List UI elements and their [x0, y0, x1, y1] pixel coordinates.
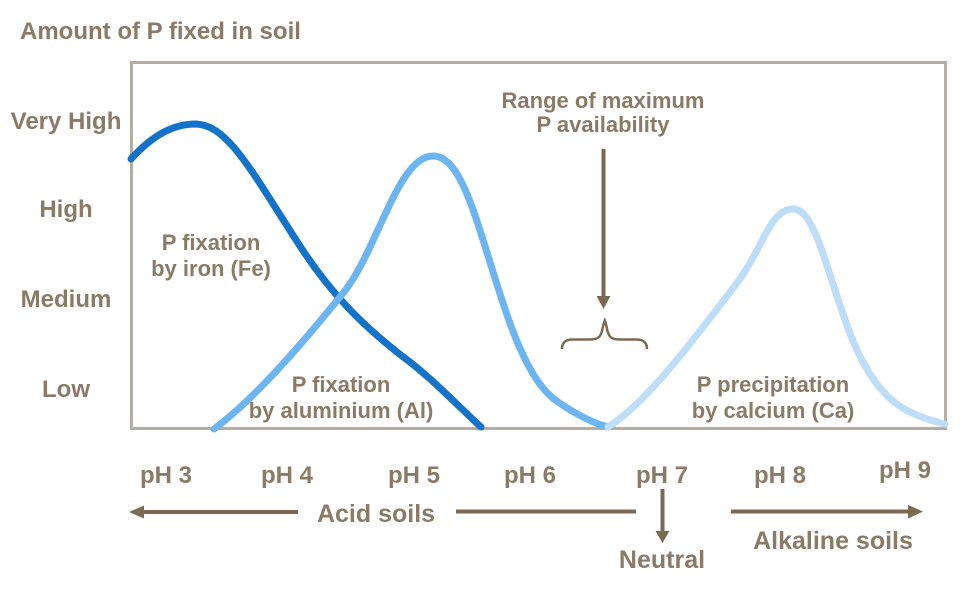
max-availability-line1: Range of maximum [501, 88, 705, 113]
ca-curve-label-line2: by calcium (Ca) [691, 398, 855, 423]
max-availability-arrowhead-icon [596, 296, 611, 309]
neutral-arrowhead-icon [655, 531, 670, 543]
max-availability-annotation: Range of maximum P availability [502, 89, 705, 137]
al-curve-label-line2: by aluminium (Al) [248, 398, 434, 423]
range-brace-icon [560, 317, 649, 350]
plot-border [130, 61, 947, 430]
x-label-ph8: pH 8 [753, 462, 807, 489]
x-label-ph7: pH 7 [635, 462, 689, 489]
y-label-high: High [39, 196, 93, 223]
al-curve-label: P fixation by aluminium (Al) [249, 372, 434, 424]
acid-arrowhead-icon [129, 505, 144, 519]
x-label-ph6: pH 6 [503, 462, 557, 489]
chart-title: Amount of P fixed in soil [20, 18, 301, 45]
alkaline-arrowhead-icon [908, 505, 923, 519]
x-label-ph3: pH 3 [139, 462, 193, 489]
fe-curve-label-line1: P fixation [161, 230, 261, 255]
ca-curve-label: P precipitation by calcium (Ca) [692, 372, 855, 424]
ca-curve-label-line1: P precipitation [696, 372, 850, 397]
ca-curve [604, 205, 949, 431]
fe-curve-label: P fixation by iron (Fe) [151, 230, 271, 282]
alkaline-soils-label: Alkaline soils [753, 527, 913, 555]
max-availability-line2: P availability [536, 112, 670, 137]
x-label-ph9: pH 9 [878, 457, 932, 484]
acid-soils-label: Acid soils [316, 500, 436, 528]
x-label-ph5: pH 5 [387, 462, 441, 489]
x-label-ph4: pH 4 [260, 462, 314, 489]
fe-curve [127, 120, 485, 431]
y-label-medium: Medium [20, 286, 112, 313]
fe-curve-label-line2: by iron (Fe) [151, 256, 271, 281]
al-curve [210, 152, 612, 433]
neutral-label: Neutral [618, 546, 706, 574]
y-label-very-high: Very High [10, 108, 122, 135]
al-curve-label-line1: P fixation [291, 372, 391, 397]
y-label-low: Low [42, 376, 90, 403]
